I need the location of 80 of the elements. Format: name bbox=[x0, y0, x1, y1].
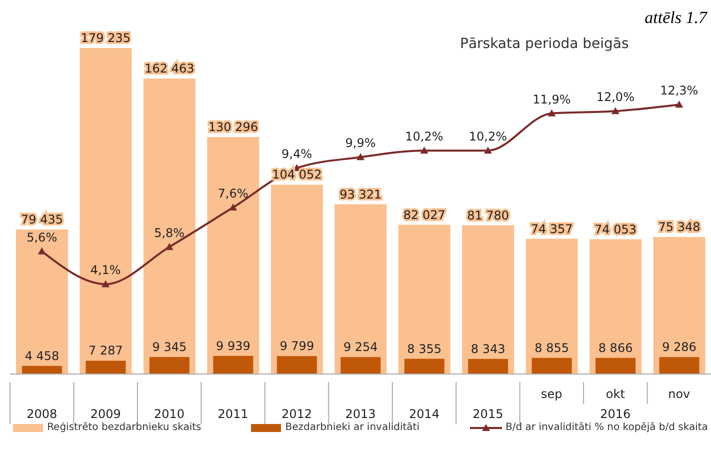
point bbox=[548, 109, 556, 116]
point bbox=[611, 107, 620, 114]
point bbox=[675, 100, 684, 108]
bar bbox=[86, 360, 126, 374]
data-label: 5,8% bbox=[154, 226, 185, 240]
data-label: 9 286 bbox=[662, 340, 696, 354]
bar bbox=[143, 78, 196, 374]
data-label: 9,9% bbox=[345, 136, 376, 150]
data-label: 75 348 bbox=[658, 220, 700, 234]
legend-label: Bezdarbnieki ar invaliditāti bbox=[284, 422, 420, 433]
data-label: 4,1% bbox=[90, 263, 121, 278]
data-label: 9 254 bbox=[343, 340, 378, 354]
point bbox=[102, 280, 110, 288]
data-label: 8 855 bbox=[534, 340, 569, 355]
data-label: 9 939 bbox=[216, 338, 250, 353]
data-label: 4 458 bbox=[24, 348, 60, 363]
point bbox=[484, 146, 492, 154]
data-label: 8 355 bbox=[407, 342, 442, 356]
data-label: 12,0% bbox=[596, 90, 634, 104]
x-tick-label: 2013 bbox=[345, 407, 376, 421]
legend-label: B/d ar invaliditāti % no kopējā b/d skaita bbox=[504, 422, 708, 433]
chart-title: Pārskata perioda beigās bbox=[460, 36, 629, 52]
bar bbox=[532, 358, 572, 374]
data-label: 5,6% bbox=[26, 230, 58, 244]
data-label: 10,2% bbox=[468, 130, 508, 144]
point bbox=[356, 153, 364, 160]
x-tick-label: 2014 bbox=[408, 407, 440, 421]
data-label: 93 321 bbox=[340, 187, 382, 202]
data-label: 9 345 bbox=[152, 340, 187, 354]
data-label: 12,3% bbox=[660, 84, 698, 98]
bar bbox=[468, 358, 508, 374]
bar bbox=[596, 358, 636, 374]
data-label: 11,9% bbox=[532, 92, 571, 106]
text: 2016 bbox=[600, 407, 631, 421]
data-label: 79 435 bbox=[21, 212, 63, 227]
data-label: 179 235 bbox=[80, 31, 131, 45]
x-tick-label: nov bbox=[668, 387, 690, 401]
data-label: 10,2% bbox=[405, 130, 444, 144]
data-label: 74 357 bbox=[530, 222, 573, 236]
data-label: 7 287 bbox=[88, 344, 123, 358]
bar bbox=[590, 239, 642, 374]
x-tick-label: 2011 bbox=[218, 407, 248, 421]
x-tick-label: sep bbox=[541, 387, 562, 401]
data-label: 7,6% bbox=[218, 186, 248, 201]
bar bbox=[526, 238, 578, 374]
data-label: 162 463 bbox=[144, 62, 194, 76]
point bbox=[38, 247, 46, 254]
x-tick-label: 2009 bbox=[90, 407, 121, 421]
point bbox=[229, 204, 238, 211]
x-tick-label: 2010 bbox=[154, 407, 185, 421]
data-label: 8 343 bbox=[470, 342, 506, 356]
x-tick-label: 2008 bbox=[26, 407, 58, 421]
data-label: 9,4% bbox=[282, 147, 312, 162]
bar bbox=[398, 224, 450, 374]
bar bbox=[404, 358, 444, 374]
legend-label: Reģistrēto bezdarbnieku skaits bbox=[46, 422, 202, 433]
bar bbox=[462, 225, 514, 374]
bar bbox=[80, 48, 132, 374]
x-tick-label: 2015 bbox=[472, 407, 504, 421]
bar bbox=[334, 204, 387, 374]
bar bbox=[213, 356, 254, 374]
bar bbox=[149, 357, 190, 374]
bar bbox=[653, 236, 706, 374]
x-tick-label: okt bbox=[606, 387, 626, 401]
data-label: 81 780 bbox=[467, 208, 510, 222]
bar bbox=[22, 366, 62, 374]
data-label: 8 866 bbox=[598, 340, 633, 355]
bar bbox=[276, 356, 317, 374]
data-label: 82 027 bbox=[403, 208, 446, 222]
point bbox=[420, 146, 428, 154]
bar bbox=[659, 357, 700, 374]
data-label: 130 296 bbox=[208, 120, 258, 134]
bar bbox=[270, 184, 323, 374]
bar bbox=[16, 230, 68, 374]
x-tick-label: 2012 bbox=[282, 407, 312, 421]
data-label: 9 799 bbox=[280, 339, 314, 354]
bar bbox=[340, 357, 381, 374]
text: attēls 1.7 bbox=[644, 8, 707, 28]
bar bbox=[207, 137, 260, 374]
data-label: 74 053 bbox=[594, 222, 637, 236]
